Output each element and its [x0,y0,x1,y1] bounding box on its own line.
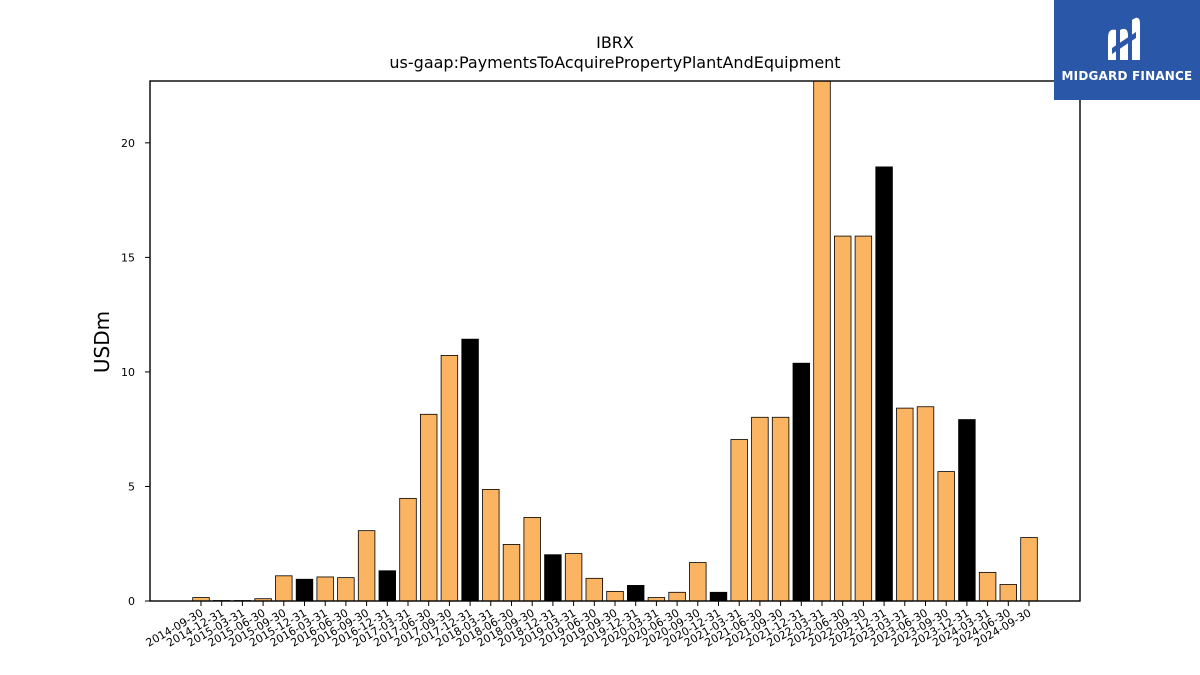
y-tick-label: 5 [128,480,135,493]
y-tick-label: 10 [121,366,135,379]
brand-logo: MIDGARD FINANCE [1054,0,1200,100]
bar-2024-03-31 [978,571,997,602]
y-axis-label: USDm [90,311,114,373]
bar-2021-06-30 [751,416,769,602]
bar-2022-03-31 [813,80,831,602]
bar-2018-03-31 [482,489,500,602]
bar-2022-12-31 [875,166,893,602]
bar-2020-09-30 [689,562,707,602]
bar-2017-09-30 [440,355,459,602]
bar-2015-09-30 [275,575,293,602]
bar-2023-12-31 [958,419,976,602]
bar-2023-06-30 [916,406,935,602]
bar-2018-09-30 [523,516,541,602]
bar-2021-12-31 [792,362,811,602]
bar-2016-03-31 [316,576,334,602]
bar-2019-06-30 [585,577,604,602]
chart-title: IBRX [596,33,634,52]
bar-2018-12-31 [544,554,562,602]
bar-2019-03-31 [564,553,583,602]
bar-2024-06-30 [999,584,1018,602]
bars-group [192,80,1038,602]
bar-2019-09-30 [606,590,624,602]
bar-2016-06-30 [337,577,355,602]
bar-2020-06-30 [668,591,686,602]
bar-2024-09-30 [1020,537,1038,602]
x-ticks-group: 2014-09-302014-12-312015-03-312015-06-30… [144,601,1034,650]
bar-2015-12-31 [295,578,314,602]
plot-frame [149,80,1081,602]
bar-2023-09-30 [937,471,955,602]
y-tick-label: 20 [121,137,135,150]
bar-2021-09-30 [771,416,790,602]
bar-2017-06-30 [419,413,438,602]
chart-subtitle: us-gaap:PaymentsToAcquirePropertyPlantAn… [389,53,840,72]
bar-2022-06-30 [834,235,852,602]
brand-mark-icon [1108,17,1140,60]
bar-2021-03-31 [730,439,748,602]
bar-2023-03-31 [896,407,914,602]
y-tick-label: 15 [121,251,135,264]
bar-2018-06-30 [502,544,521,602]
bar-2019-12-31 [627,585,645,602]
bar-2017-03-31 [399,497,417,602]
bar-2016-12-31 [378,570,397,602]
bar-2017-12-31 [461,338,479,602]
y-tick-label: 0 [128,595,135,608]
brand-name: MIDGARD FINANCE [1061,69,1193,83]
bar-2016-09-30 [357,530,376,602]
bar-2020-12-31 [709,591,728,602]
bar-2022-09-30 [854,235,873,602]
y-ticks-group: 0 5 10 15 20 [121,137,150,608]
